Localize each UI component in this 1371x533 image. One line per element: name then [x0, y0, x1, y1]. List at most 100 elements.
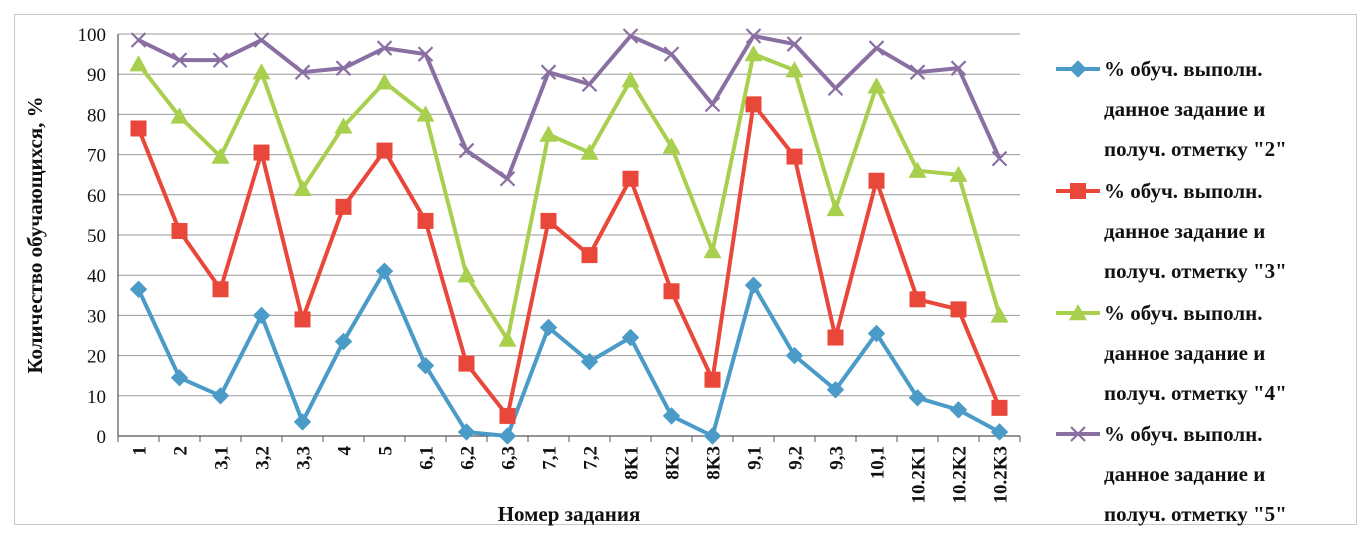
data-point — [703, 242, 722, 259]
y-tick-label: 0 — [97, 427, 107, 448]
series-line — [136, 52, 1002, 342]
data-point — [375, 262, 394, 280]
data-point — [786, 36, 803, 52]
data-point — [950, 60, 967, 76]
data-point — [662, 137, 681, 154]
data-point — [868, 172, 885, 189]
data-point — [622, 28, 639, 44]
data-point — [949, 165, 968, 182]
legend-label: % обуч. выполн. — [1104, 422, 1262, 446]
x-tick-label: 10.2K1 — [909, 446, 930, 504]
data-point — [867, 77, 886, 94]
data-point — [991, 399, 1008, 416]
data-point — [458, 142, 475, 159]
x-tick-label: 10,1 — [868, 446, 889, 479]
legend-label: % обуч. выполн. — [1104, 301, 1262, 325]
legend-swatch-marker — [1070, 426, 1086, 442]
data-point — [908, 161, 927, 178]
data-point — [417, 212, 434, 229]
series-1 — [129, 262, 1009, 445]
data-point — [375, 73, 394, 90]
data-point — [785, 346, 804, 365]
data-point — [663, 283, 680, 300]
legend-label: % обуч. выполн. — [1104, 179, 1262, 203]
x-tick-label: 4 — [335, 446, 356, 456]
data-point — [416, 356, 435, 375]
data-point — [622, 170, 639, 187]
x-tick-label: 9,2 — [786, 446, 807, 470]
data-point — [294, 64, 311, 80]
y-tick-label: 30 — [87, 306, 106, 327]
data-point — [211, 387, 230, 405]
x-axis-title: Номер задания — [498, 502, 641, 526]
legend-label: данное задание и — [1104, 462, 1265, 486]
data-point — [335, 198, 352, 215]
data-point — [744, 276, 763, 294]
x-tick-label: 10.2K3 — [991, 446, 1012, 504]
data-point — [663, 46, 680, 62]
data-point — [867, 324, 886, 343]
x-tick-label: 2 — [171, 446, 192, 456]
data-point — [581, 247, 598, 264]
data-point — [580, 352, 599, 371]
data-point — [581, 76, 598, 93]
legend-label: получ. отметку "5" — [1104, 502, 1287, 526]
y-tick-label: 10 — [87, 387, 106, 408]
legend-label: получ. отметку "3" — [1104, 259, 1287, 283]
data-point — [293, 179, 312, 196]
y-tick-label: 20 — [87, 347, 106, 368]
y-tick-label: 50 — [87, 226, 106, 247]
data-point — [171, 222, 188, 239]
data-point — [457, 266, 476, 283]
series-line — [137, 34, 1002, 181]
x-tick-label: 8K1 — [622, 446, 643, 480]
data-point — [170, 107, 189, 124]
x-tick-label: 6,1 — [417, 446, 438, 470]
data-point — [539, 125, 558, 142]
data-point — [252, 306, 271, 325]
data-point — [662, 407, 681, 425]
data-point — [826, 199, 845, 217]
data-point — [827, 329, 844, 346]
legend-label: данное задание и — [1104, 341, 1265, 365]
data-point — [334, 332, 353, 351]
data-point — [826, 381, 845, 399]
y-tick-label: 90 — [87, 65, 106, 86]
data-point — [540, 64, 557, 80]
legend-label: получ. отметку "4" — [1104, 381, 1287, 405]
chart-frame — [14, 14, 1357, 525]
legend-entry-3: % обуч. выполн. данное задание и получ. от… — [1056, 301, 1287, 405]
legend-swatch-marker — [1069, 60, 1087, 78]
data-point — [540, 212, 557, 229]
series-line — [136, 269, 1001, 438]
data-point — [130, 120, 147, 137]
data-point — [334, 117, 353, 134]
series-2 — [130, 96, 1008, 424]
data-point — [704, 371, 721, 388]
data-point — [212, 52, 229, 68]
y-tick-label: 80 — [87, 105, 106, 126]
y-tick-label: 60 — [87, 186, 106, 207]
x-tick-label: 9,1 — [745, 446, 766, 470]
legend-label: получ. отметку "2" — [1104, 137, 1287, 161]
data-point — [376, 40, 393, 56]
data-point — [950, 301, 967, 318]
series-3 — [129, 45, 1009, 347]
data-point — [253, 32, 270, 48]
data-point — [909, 64, 926, 80]
data-point — [499, 407, 516, 424]
data-point — [294, 311, 311, 328]
x-tick-label: 6,3 — [499, 446, 520, 470]
x-tick-label: 8K2 — [663, 446, 684, 480]
x-tick-label: 7,2 — [581, 446, 602, 470]
data-point — [704, 96, 721, 113]
data-point — [253, 144, 270, 161]
legend-label: % обуч. выполн. — [1104, 57, 1262, 81]
legend-entry-2: % обуч. выполн. данное задание и получ. от… — [1056, 179, 1287, 283]
data-point — [991, 150, 1008, 167]
data-point — [949, 401, 968, 419]
data-point — [458, 355, 475, 372]
data-point — [990, 423, 1009, 441]
data-point — [416, 105, 435, 122]
x-tick-label: 5 — [376, 446, 397, 456]
